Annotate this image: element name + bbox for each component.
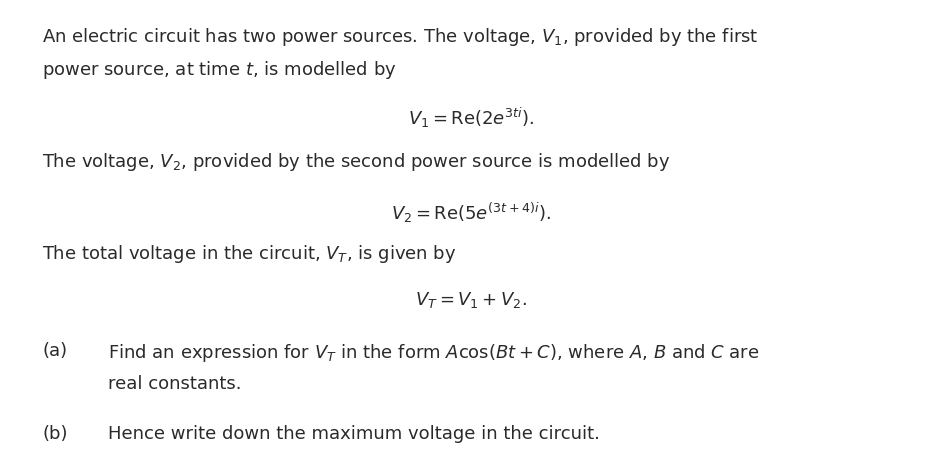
Text: Find an expression for $V_T$ in the form $A\cos(Bt + C)$, where $A$, $B$ and $C$: Find an expression for $V_T$ in the form… xyxy=(108,342,760,364)
Text: The voltage, $V_2$, provided by the second power source is modelled by: The voltage, $V_2$, provided by the seco… xyxy=(42,151,671,173)
Text: power source, at time $t$, is modelled by: power source, at time $t$, is modelled b… xyxy=(42,59,397,81)
Text: (b): (b) xyxy=(42,425,68,443)
Text: real constants.: real constants. xyxy=(108,375,242,393)
Text: $V_2 = \mathrm{Re}\left(5e^{(3t+4)i}\right).$: $V_2 = \mathrm{Re}\left(5e^{(3t+4)i}\rig… xyxy=(391,201,551,225)
Text: $V_1 = \mathrm{Re}\left(2e^{3ti}\right).$: $V_1 = \mathrm{Re}\left(2e^{3ti}\right).… xyxy=(408,106,534,130)
Text: An electric circuit has two power sources. The voltage, $V_1$, provided by the f: An electric circuit has two power source… xyxy=(42,26,759,48)
Text: $V_T = V_1 + V_2.$: $V_T = V_1 + V_2.$ xyxy=(414,290,528,310)
Text: (a): (a) xyxy=(42,342,68,360)
Text: Hence write down the maximum voltage in the circuit.: Hence write down the maximum voltage in … xyxy=(108,425,600,443)
Text: The total voltage in the circuit, $V_T$, is given by: The total voltage in the circuit, $V_T$,… xyxy=(42,243,457,265)
